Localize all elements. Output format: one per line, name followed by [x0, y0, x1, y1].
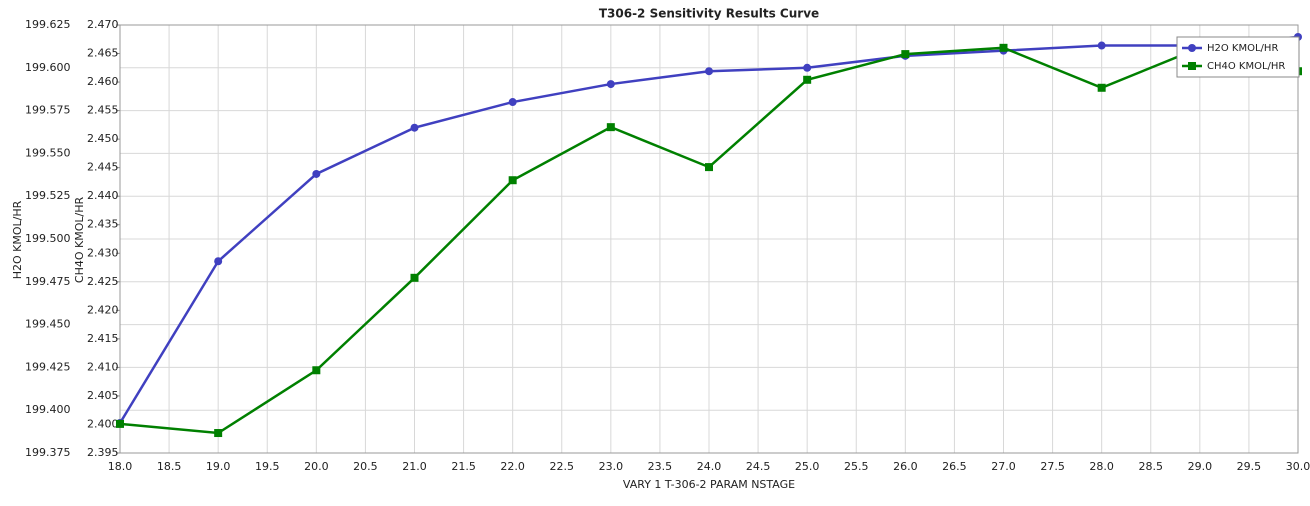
y-tick-label: 199.425 — [25, 360, 71, 373]
x-tick-label: 27.5 — [1040, 460, 1065, 473]
y2-tick-label: 2.465 — [87, 47, 119, 60]
x-tick-label: 26.0 — [893, 460, 918, 473]
data-point — [606, 80, 615, 89]
y2-tick-label: 2.395 — [87, 446, 119, 459]
y2-tick-label: 2.415 — [87, 332, 119, 345]
data-point — [999, 43, 1008, 52]
y2-tick-label: 2.430 — [87, 246, 119, 259]
y-tick-label: 199.375 — [25, 446, 71, 459]
y-tick-label: 199.575 — [25, 104, 71, 117]
x-tick-label: 21.5 — [451, 460, 476, 473]
data-point — [705, 163, 713, 172]
x-tick-label: 18.0 — [108, 460, 133, 473]
y2-tick-label: 2.470 — [87, 18, 119, 31]
x-tick-label: 28.5 — [1139, 460, 1164, 473]
x-tick-label: 22.0 — [500, 460, 525, 473]
x-tick-label: 27.0 — [991, 460, 1016, 473]
data-point — [508, 176, 517, 185]
y-tick-label: 199.475 — [25, 275, 71, 288]
x-tick-label: 20.5 — [353, 460, 378, 473]
x-tick-label: 24.0 — [697, 460, 722, 473]
data-point — [705, 67, 713, 76]
y2-tick-label: 2.445 — [87, 161, 119, 174]
data-point — [1097, 41, 1106, 50]
x-tick-label: 24.5 — [746, 460, 771, 473]
x-tick-label: 25.5 — [844, 460, 869, 473]
x-tick-label: 26.5 — [942, 460, 967, 473]
data-point — [901, 50, 910, 59]
y-tick-label: 199.450 — [25, 318, 71, 331]
y2-tick-label: 2.435 — [87, 218, 119, 231]
y2-tick-label: 2.440 — [87, 189, 119, 202]
x-axis-label: VARY 1 T-306-2 PARAM NSTAGE — [623, 478, 795, 491]
x-tick-label: 22.5 — [550, 460, 575, 473]
y2-tick-label: 2.400 — [87, 417, 119, 430]
y2-tick-label: 2.455 — [87, 104, 119, 117]
y2-tick-label: 2.405 — [87, 389, 119, 402]
x-tick-label: 20.0 — [304, 460, 329, 473]
data-point — [116, 419, 124, 428]
data-point — [410, 123, 419, 132]
y-axis-label: H2O KMOL/HR — [11, 200, 24, 279]
data-point — [1097, 83, 1106, 92]
x-tick-label: 23.0 — [599, 460, 624, 473]
data-point — [803, 75, 812, 84]
y2-tick-label: 2.450 — [87, 132, 119, 145]
y-tick-label: 199.525 — [25, 189, 71, 202]
x-tick-label: 19.5 — [255, 460, 280, 473]
y-tick-label: 199.625 — [25, 18, 71, 31]
y2-tick-label: 2.460 — [87, 75, 119, 88]
data-point — [312, 366, 321, 375]
x-tick-label: 29.5 — [1237, 460, 1262, 473]
legend-label: CH4O KMOL/HR — [1207, 61, 1285, 72]
y2-tick-label: 2.425 — [87, 275, 119, 288]
y2-tick-label: 2.420 — [87, 303, 119, 316]
y2-tick-label: 2.410 — [87, 360, 119, 373]
data-point — [606, 123, 615, 132]
y-tick-label: 199.500 — [25, 232, 71, 245]
data-point — [410, 273, 419, 282]
x-tick-label: 19.0 — [206, 460, 231, 473]
data-point — [214, 257, 223, 266]
legend-label: H2O KMOL/HR — [1207, 43, 1278, 54]
y-tick-label: 199.600 — [25, 61, 71, 74]
y-tick-label: 199.550 — [25, 146, 71, 159]
x-tick-label: 29.0 — [1188, 460, 1213, 473]
y-tick-label: 199.400 — [25, 403, 71, 416]
x-tick-label: 25.0 — [795, 460, 820, 473]
data-point — [803, 63, 812, 72]
data-point — [312, 169, 321, 178]
x-tick-label: 21.0 — [402, 460, 427, 473]
legend-marker — [1188, 62, 1196, 70]
plot-frame — [119, 24, 1299, 454]
x-tick-label: 18.5 — [157, 460, 182, 473]
x-tick-label: 28.0 — [1089, 460, 1114, 473]
x-tick-label: 23.5 — [648, 460, 673, 473]
x-tick-label: 30.0 — [1286, 460, 1310, 473]
legend-marker — [1188, 44, 1196, 52]
data-point — [508, 98, 517, 107]
legend-box — [1176, 36, 1300, 78]
chart-title: T306-2 Sensitivity Results Curve — [599, 7, 819, 21]
data-point — [214, 429, 223, 438]
y2-axis-label: CH4O KMOL/HR — [73, 197, 86, 284]
